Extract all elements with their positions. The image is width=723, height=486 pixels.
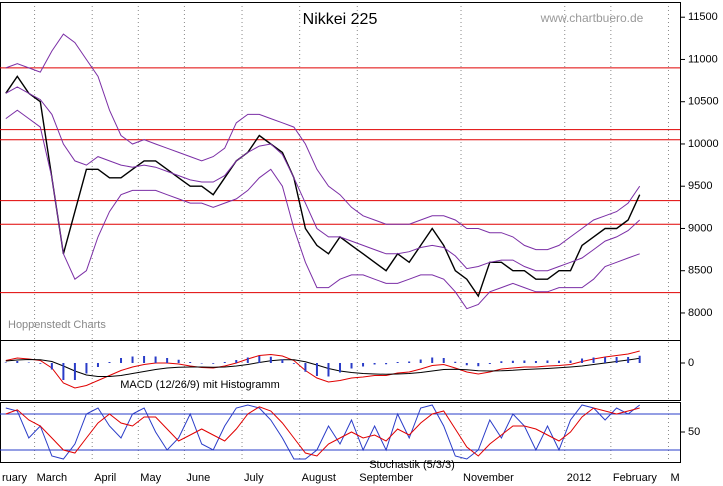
y-tick-label: 0 <box>688 357 694 369</box>
y-tick-label: 11500 <box>688 11 718 23</box>
series-line <box>5 109 640 310</box>
histogram-bar <box>96 363 99 367</box>
histogram-bar <box>615 357 618 363</box>
series-line <box>5 406 640 457</box>
histogram-bar <box>131 356 134 363</box>
histogram-bar <box>120 358 123 363</box>
histogram-bar <box>223 362 226 363</box>
series-line <box>5 33 641 251</box>
series-line <box>5 404 641 460</box>
panel-title: MACD (12/26/9) mit Histogramm <box>120 379 280 391</box>
y-tick-label: 9500 <box>688 180 712 192</box>
histogram-bar <box>569 360 572 363</box>
x-tick-label: M <box>670 472 679 484</box>
x-tick-label: September <box>359 472 413 484</box>
histogram-bar <box>396 362 399 363</box>
histogram-bar <box>39 363 42 364</box>
histogram-bar <box>534 361 537 363</box>
histogram-bar <box>154 356 157 363</box>
source: www.chartbuero.de <box>540 11 644 25</box>
series-line <box>5 86 641 272</box>
y-tick-label: 9000 <box>688 222 712 234</box>
y-tick-label: 50 <box>688 426 700 438</box>
x-tick-label: June <box>186 472 210 484</box>
histogram-bar <box>143 356 146 363</box>
histogram-bar <box>419 359 422 363</box>
histogram-bar <box>442 358 445 363</box>
histogram-bar <box>362 363 365 367</box>
histogram-bar <box>258 356 261 363</box>
x-tick-label: November <box>463 472 514 484</box>
histogram-bar <box>327 363 330 377</box>
histogram-bar <box>511 360 514 363</box>
x-tick-label: July <box>244 472 264 484</box>
histogram-bar <box>292 363 295 364</box>
histogram-bar <box>408 361 411 363</box>
histogram-bar <box>73 363 76 380</box>
histogram-bar <box>604 357 607 363</box>
histogram-bar <box>523 360 526 363</box>
y-tick-label: 10000 <box>688 138 719 150</box>
histogram-bar <box>315 363 318 376</box>
x-tick-label: May <box>140 472 161 484</box>
histogram-bar <box>4 362 7 363</box>
chart-title: Nikkei 225 <box>303 11 378 28</box>
histogram-bar <box>500 361 503 363</box>
histogram-bar <box>373 363 376 365</box>
histogram-bar <box>304 363 307 372</box>
histogram-bar <box>85 363 88 374</box>
histogram-bar <box>235 360 238 363</box>
y-tick-label: 8500 <box>688 265 712 277</box>
histogram-bar <box>350 363 353 369</box>
series-line <box>5 350 640 389</box>
histogram-bar <box>246 357 249 363</box>
histogram-bar <box>454 361 457 363</box>
histogram-bar <box>488 363 491 364</box>
histogram-bar <box>477 363 480 367</box>
histogram-bar <box>200 363 203 364</box>
histogram-bar <box>638 355 641 363</box>
histogram-bar <box>189 362 192 363</box>
histogram-bar <box>627 357 630 363</box>
histogram-bar <box>581 358 584 363</box>
series-line <box>5 75 641 298</box>
x-tick-label: 2012 <box>567 472 591 484</box>
histogram-bar <box>108 362 111 363</box>
histogram-bar <box>546 360 549 363</box>
histogram-bar <box>465 363 468 366</box>
histogram-bar <box>16 361 19 363</box>
annotation: Hoppenstedt Charts <box>8 319 106 331</box>
histogram-bar <box>212 363 215 364</box>
histogram-bar <box>62 363 65 380</box>
histogram-bar <box>385 363 388 365</box>
histogram-bar <box>269 356 272 363</box>
x-tick-label: August <box>302 472 336 484</box>
histogram-bar <box>339 363 341 373</box>
x-tick-label: February <box>613 472 658 484</box>
histogram-bar <box>592 357 595 363</box>
x-tick-label: ruary <box>2 472 28 484</box>
histogram-bar <box>431 357 434 363</box>
series-line <box>5 357 640 377</box>
histogram-bar <box>50 363 53 370</box>
y-tick-label: 11000 <box>688 53 718 65</box>
histogram-bar <box>177 359 180 363</box>
histogram-bar <box>27 362 30 363</box>
x-tick-label: April <box>94 472 116 484</box>
histogram-bar <box>557 360 560 363</box>
panel-frame <box>0 340 681 401</box>
y-tick-label: 10500 <box>688 96 719 108</box>
panel-title: Stochastik (5/3/3) <box>369 459 455 471</box>
histogram-bar <box>281 359 284 363</box>
y-tick-label: 8000 <box>688 307 712 319</box>
x-tick-label: March <box>37 472 68 484</box>
histogram-bar <box>166 358 169 363</box>
